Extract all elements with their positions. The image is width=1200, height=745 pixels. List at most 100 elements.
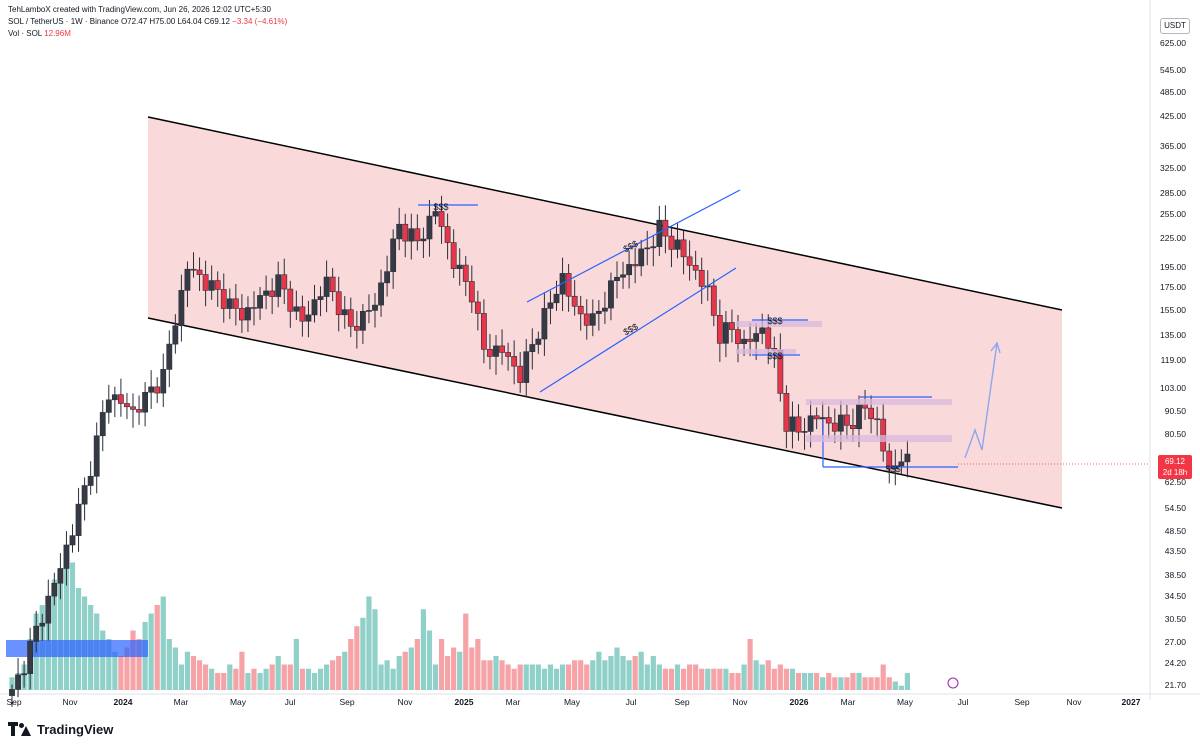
volume-bar [481, 660, 487, 690]
candle-body [710, 285, 717, 316]
symbol-info[interactable]: SOL / TetherUS · 1W · Binance O72.47 H75… [8, 16, 287, 28]
candle-body [795, 416, 802, 433]
candle-body [783, 393, 790, 432]
time-tick-label: Nov [732, 697, 748, 707]
volume-bar [69, 562, 76, 690]
volume-bar [814, 673, 820, 690]
volume-bar [566, 664, 572, 690]
candle-body [214, 280, 221, 290]
candle-body [311, 299, 318, 316]
candle-body [414, 228, 421, 242]
volume-bar [904, 673, 910, 690]
volume-bar [584, 664, 590, 690]
time-tick-label: Mar [174, 697, 189, 707]
candle-body [468, 281, 475, 303]
candle-body [716, 315, 723, 344]
candle-body [263, 290, 269, 296]
price-tick-label: 43.50 [1165, 546, 1187, 556]
price-tick-label: 485.00 [1160, 87, 1186, 97]
candle-body [480, 313, 487, 350]
tradingview-logo[interactable]: TradingView [8, 718, 113, 740]
volume-bar [789, 668, 796, 690]
volume-bar [463, 613, 469, 690]
created-line: TehLamboX created with TradingView.com, … [8, 5, 271, 14]
volume-info[interactable]: Vol · SOL 12.96M [8, 28, 287, 40]
candle-body [154, 386, 161, 394]
candle-body [208, 280, 215, 291]
candle-body [172, 325, 179, 345]
candle-body [142, 391, 148, 413]
time-tick-label: 2027 [1122, 697, 1141, 707]
volume-bar [124, 647, 130, 690]
volume-label: Vol · SOL [8, 29, 42, 38]
volume-bar [172, 647, 178, 690]
volume-bar [735, 673, 741, 690]
volume-bar [705, 668, 711, 690]
price-tick-label: 425.00 [1160, 111, 1186, 121]
currency-badge[interactable]: USDT [1160, 18, 1190, 34]
candle-body [759, 327, 766, 334]
volume-bar [753, 660, 759, 690]
volume-bar [559, 664, 566, 690]
volume-bar [178, 664, 184, 690]
time-tick-label: Mar [506, 697, 521, 707]
volume-bar [203, 664, 209, 690]
volume-bar [475, 639, 481, 690]
candle-body [408, 228, 415, 242]
wedge-lower-line [539, 267, 737, 393]
candle-body [462, 264, 469, 282]
time-tick-label: 2024 [114, 697, 133, 707]
volume-bar [662, 668, 668, 690]
candle-body [239, 308, 245, 321]
volume-bar [832, 677, 838, 690]
candle-body [474, 301, 481, 314]
candle-body [614, 276, 620, 282]
time-tick-label: Mar [841, 697, 856, 707]
candle-body [353, 325, 360, 331]
time-axis[interactable]: Sep Nov 2024 Mar May Jul Sep Nov 2025 Mar May Jul Se… [6, 697, 1140, 707]
supply-zone [736, 321, 822, 327]
candle-body [33, 625, 40, 642]
time-tick-label: 2026 [790, 697, 809, 707]
candle-body [39, 622, 46, 627]
candle-body [608, 280, 614, 309]
candle-body [226, 298, 233, 309]
chart-drawings[interactable]: $$$$$$$$$$$$$$$$$$ [418, 189, 1150, 689]
candle-body [51, 582, 58, 597]
volume-bar [402, 651, 408, 690]
candle-body [487, 349, 493, 357]
volume-bar [644, 664, 650, 690]
liquidity-label: $$$ [433, 202, 448, 212]
volume-bar [190, 656, 197, 690]
symbol-line: SOL / TetherUS · 1W · Binance [8, 17, 119, 26]
volume-bar [783, 668, 789, 690]
volume-bar [620, 656, 626, 690]
candle-body [747, 338, 753, 342]
candle-body [359, 311, 366, 331]
price-axis[interactable]: 625.00 545.00 485.00 425.00 365.00 325.00 285.… [1160, 38, 1186, 690]
candle-body [886, 450, 893, 470]
volume-bar [317, 668, 324, 690]
candle-body [583, 313, 590, 326]
candle-body [402, 223, 409, 242]
last-price-value: 69.12 [1164, 457, 1186, 466]
volume-bar [414, 639, 420, 690]
candle-body [75, 503, 82, 536]
candle-body [765, 327, 772, 349]
volume-bar [154, 605, 160, 690]
volume-bar [269, 664, 275, 690]
candle-body [251, 307, 257, 309]
candle-body [299, 306, 306, 322]
candle-body [680, 239, 687, 258]
candle-body [220, 289, 227, 309]
time-tick-label: Jul [958, 697, 969, 707]
volume-bar [311, 673, 318, 690]
volume-bar [408, 647, 414, 690]
candle-body [868, 407, 874, 420]
candle-body [118, 394, 124, 404]
projection-arrowhead [990, 341, 1001, 354]
volume-bar [547, 664, 554, 690]
candle-body [589, 313, 596, 326]
volume-bar [420, 609, 426, 690]
